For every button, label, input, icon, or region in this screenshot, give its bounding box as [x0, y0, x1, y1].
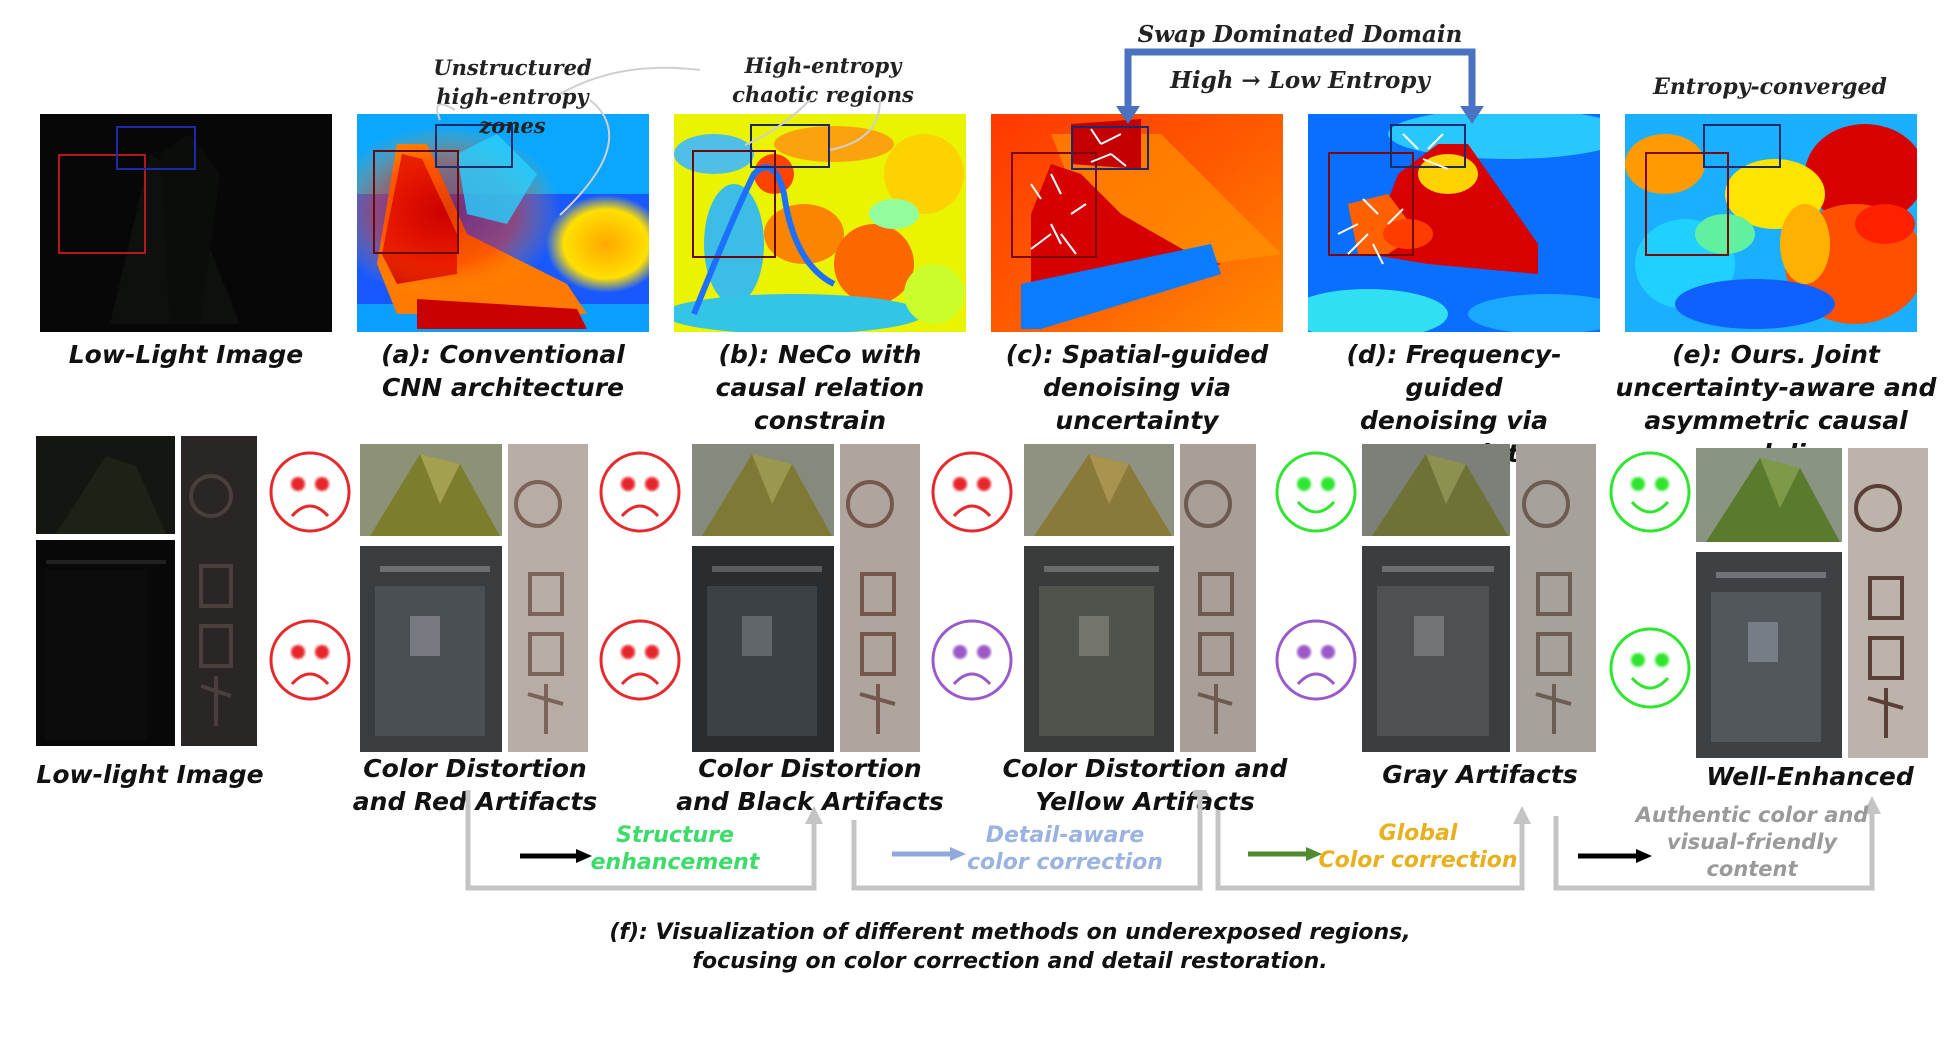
sad-face-icon: [268, 450, 352, 534]
transition-label-authentic: Authentic color and visual-friendly cont…: [1635, 803, 1869, 881]
caption-lowlight-top: Low-Light Image: [68, 340, 304, 369]
crop-e-text: [1848, 448, 1928, 758]
sad-face-icon: [1274, 618, 1358, 702]
happy-face-icon: [1608, 626, 1692, 710]
happy-face-icon: [1274, 450, 1358, 534]
swap-arrow: [1124, 48, 1476, 110]
annotation-unstructured: Unstructured high-entropy zones: [433, 55, 592, 138]
annotation-swap: Swap Dominated Domain: [1137, 21, 1463, 48]
caption-b: (b): NeCo with causal relation constrain: [715, 340, 925, 435]
heatmap-a: [357, 114, 649, 332]
red-roi-box: [1328, 152, 1414, 256]
red-roi-box: [692, 150, 776, 258]
sad-face-icon: [598, 450, 682, 534]
sad-face-icon: [930, 450, 1014, 534]
sad-face-icon: [268, 618, 352, 702]
heatmap-e: [1625, 114, 1917, 332]
crop-d-text: [1516, 444, 1596, 752]
flow-brackets: [465, 790, 1881, 891]
lowlight-crop-door: [36, 540, 175, 746]
crop-d-cone: [1362, 444, 1510, 536]
blue-roi-box: [1703, 124, 1781, 168]
crop-b-text: [840, 444, 920, 752]
crop-b-door: [692, 546, 834, 752]
lowlight-crop-cone: [36, 436, 175, 534]
crop-e-door: [1696, 552, 1842, 758]
flow-arrows: [1030, 128, 1127, 255]
blue-roi-box: [1390, 124, 1466, 168]
heatmap-d: [1308, 114, 1600, 332]
transition-label-detail: Detail-aware color correction: [967, 823, 1163, 875]
sad-face-icon: [930, 618, 1014, 702]
transition-label-structure: Structure enhancement: [590, 823, 760, 875]
red-roi-box: [58, 154, 146, 254]
annotation-high-low: High → Low Entropy: [1170, 67, 1430, 94]
annotation-connectors: [436, 48, 1484, 216]
happy-face-icon: [1608, 450, 1692, 534]
red-roi-box: [1011, 152, 1097, 258]
sad-face-icon: [598, 618, 682, 702]
lowlight-crop-text: [181, 436, 257, 746]
red-roi-box: [1645, 152, 1729, 256]
figure-caption-f: (f): Visualization of different methods …: [609, 920, 1411, 974]
annotation-converged: Entropy-converged: [1653, 74, 1887, 100]
crop-c-text: [1180, 444, 1256, 752]
flow-arrows: [1337, 133, 1449, 265]
caption-a: (a): Conventional CNN architecture: [381, 340, 625, 402]
crop-e-cone: [1696, 448, 1842, 542]
heatmap-b: [674, 114, 966, 332]
crop-c-cone: [1024, 444, 1174, 536]
heatmap-c: [991, 114, 1283, 332]
crop-d-door: [1362, 546, 1510, 752]
blue-roi-box: [435, 124, 513, 168]
caption-a-result: Color Distortion and Red Artifacts: [352, 754, 598, 816]
red-roi-box: [373, 150, 459, 254]
crop-c-door: [1024, 546, 1174, 752]
caption-d-result: Gray Artifacts: [1382, 760, 1578, 789]
lowlight-image-top: [40, 114, 332, 332]
crop-a-cone: [360, 444, 502, 536]
blue-roi-box: [750, 124, 830, 168]
crop-a-door: [360, 546, 502, 752]
crop-b-cone: [692, 444, 834, 536]
crop-a-text: [508, 444, 588, 752]
transition-label-global: Global Color correction: [1318, 821, 1518, 873]
caption-b-result: Color Distortion and Black Artifacts: [676, 754, 944, 816]
blue-roi-box: [1071, 126, 1149, 170]
caption-e-result: Well-Enhanced: [1706, 762, 1914, 791]
caption-lowlight-bottom: Low-light Image: [36, 760, 264, 789]
caption-c: (c): Spatial-guided denoising via uncert…: [1005, 340, 1269, 435]
annotation-chaotic: High-entropy chaotic regions: [732, 53, 914, 107]
blue-roi-box: [116, 126, 196, 170]
